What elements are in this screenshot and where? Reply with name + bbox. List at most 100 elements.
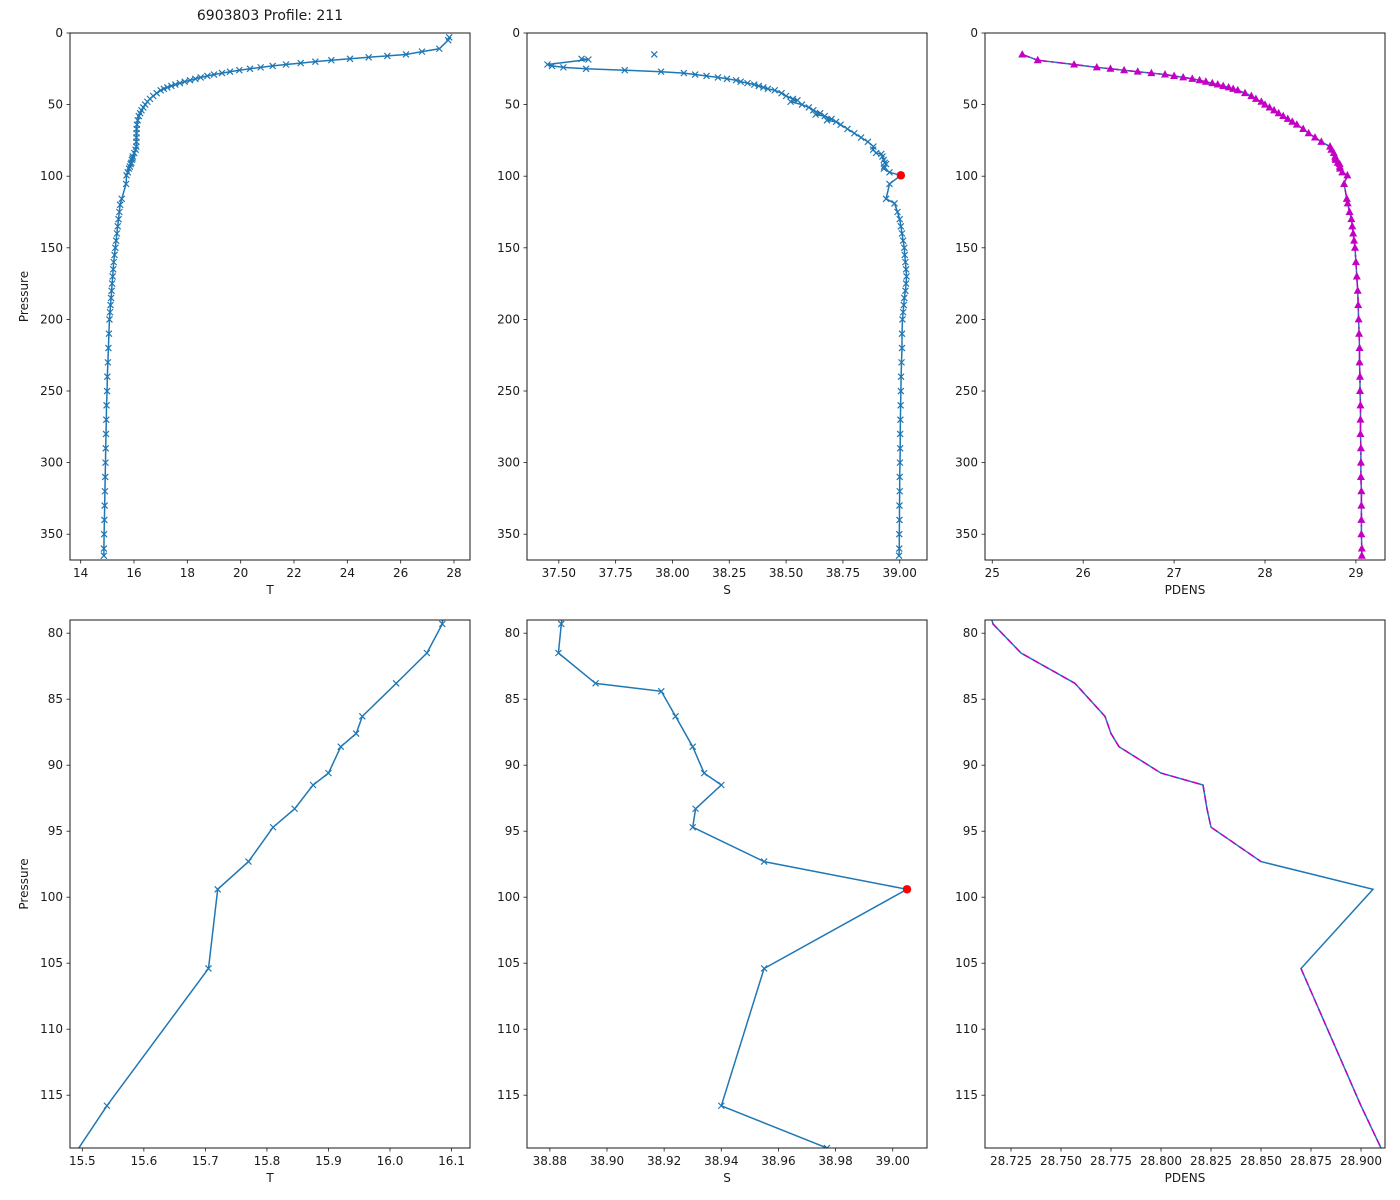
- x-tick-label: 38.88: [533, 1154, 567, 1168]
- triangle-marker: [1352, 272, 1361, 280]
- x-marker: [896, 416, 904, 424]
- x-marker: [787, 98, 795, 106]
- y-tick-label: 85: [48, 692, 63, 706]
- pdens-raw-line: [1022, 53, 1363, 556]
- triangle-marker: [1338, 167, 1347, 176]
- x-axis-label: T: [265, 583, 274, 597]
- x-marker: [903, 273, 910, 280]
- triangle-marker: [1304, 128, 1313, 137]
- triangle-marker: [1357, 544, 1366, 552]
- subplot-salinity-zoom: 38.88 38.90 38.92 38.94 38.96 38.98 39.00 80 85 9…: [497, 619, 928, 1185]
- x-marker: [723, 75, 731, 83]
- x-marker: [857, 134, 865, 141]
- triangle-marker: [1299, 124, 1308, 132]
- x-marker: [896, 459, 904, 467]
- x-tick-label: 38.98: [818, 1154, 852, 1168]
- y-tick-label: 250: [497, 384, 520, 398]
- x-marker: [717, 1102, 725, 1110]
- highlight-point-markers: [902, 885, 912, 894]
- x-marker: [805, 104, 813, 111]
- triangle-marker: [1356, 400, 1365, 409]
- x-tick-label: 38.75: [826, 566, 860, 580]
- triangle-marker: [1356, 443, 1365, 452]
- x-marker: [582, 65, 590, 73]
- x-marker: [692, 805, 699, 813]
- x-marker: [245, 858, 252, 865]
- triangle-marker: [1018, 50, 1027, 58]
- x-marker: [103, 387, 111, 395]
- y-tick-label: 300: [955, 456, 978, 470]
- y-tick-label: 0: [512, 26, 520, 40]
- x-marker: [837, 121, 845, 129]
- salinity-zoom-markers: [555, 620, 911, 1149]
- triangle-marker: [1357, 501, 1366, 509]
- x-marker: [899, 308, 907, 316]
- x-marker: [163, 83, 171, 91]
- triangle-marker: [1213, 80, 1222, 88]
- triangle-marker: [1356, 472, 1365, 480]
- x-marker: [109, 265, 117, 273]
- x-marker: [101, 502, 109, 510]
- x-marker: [832, 118, 840, 126]
- x-marker: [197, 73, 205, 81]
- y-tick-label: 85: [505, 692, 520, 706]
- axes-frame: [69, 32, 471, 561]
- x-marker: [672, 712, 679, 720]
- triangle-marker: [1355, 329, 1364, 337]
- x-marker: [235, 66, 243, 74]
- x-marker: [352, 730, 360, 737]
- x-marker: [107, 294, 115, 302]
- triangle-marker: [1349, 229, 1358, 237]
- x-marker: [105, 330, 113, 338]
- x-tick-label: 15.5: [69, 1154, 96, 1168]
- triangle-marker: [1219, 81, 1228, 89]
- y-tick-label: 100: [40, 890, 63, 904]
- x-marker: [210, 71, 218, 78]
- x-tick-label: 28: [446, 566, 461, 580]
- triangle-marker: [1265, 103, 1274, 111]
- x-marker: [115, 215, 122, 223]
- axes-frame: [526, 619, 928, 1149]
- x-marker: [896, 430, 904, 438]
- x-marker: [257, 63, 265, 71]
- y-tick-label: 250: [955, 384, 978, 398]
- x-marker: [557, 620, 565, 628]
- x-marker: [894, 208, 901, 216]
- triangle-marker: [1357, 486, 1366, 495]
- x-marker: [896, 516, 903, 524]
- x-tick-label: 39.00: [883, 566, 917, 580]
- x-marker: [744, 79, 751, 87]
- x-marker: [771, 86, 779, 94]
- x-marker: [828, 115, 835, 123]
- x-marker: [900, 301, 908, 309]
- y-tick-label: 80: [963, 626, 978, 640]
- y-tick-label: 95: [48, 824, 63, 838]
- x-marker: [657, 68, 665, 76]
- x-marker: [759, 83, 767, 91]
- triangle-marker: [1355, 357, 1364, 366]
- x-tick-label: 16.0: [377, 1154, 404, 1168]
- x-marker: [794, 96, 801, 104]
- triangle-marker: [1350, 236, 1359, 244]
- x-marker: [880, 163, 888, 171]
- x-marker: [760, 858, 768, 865]
- x-marker: [327, 56, 335, 64]
- y-tick-label: 90: [963, 758, 978, 772]
- x-marker: [732, 76, 740, 84]
- triangle-marker: [1201, 77, 1210, 85]
- x-marker: [103, 1102, 111, 1110]
- x-marker: [689, 743, 697, 751]
- triangle-marker: [1279, 111, 1288, 120]
- subplot-temperature-profile: 14 16 18 20 22 24 26 28 0 50 100 150 200 250 300 350 T Pr…: [17, 26, 471, 597]
- x-tick-label: 26: [1076, 566, 1091, 580]
- triangle-marker: [1170, 71, 1179, 79]
- salinity-markers: [544, 55, 910, 560]
- x-marker: [798, 101, 806, 109]
- x-marker: [181, 78, 189, 86]
- x-marker: [102, 459, 109, 467]
- y-tick-label: 200: [955, 312, 978, 326]
- y-tick-label: 350: [40, 527, 63, 541]
- pdens-zoom-raw-line: [990, 619, 1383, 1149]
- x-marker: [895, 530, 903, 538]
- x-marker: [897, 387, 905, 395]
